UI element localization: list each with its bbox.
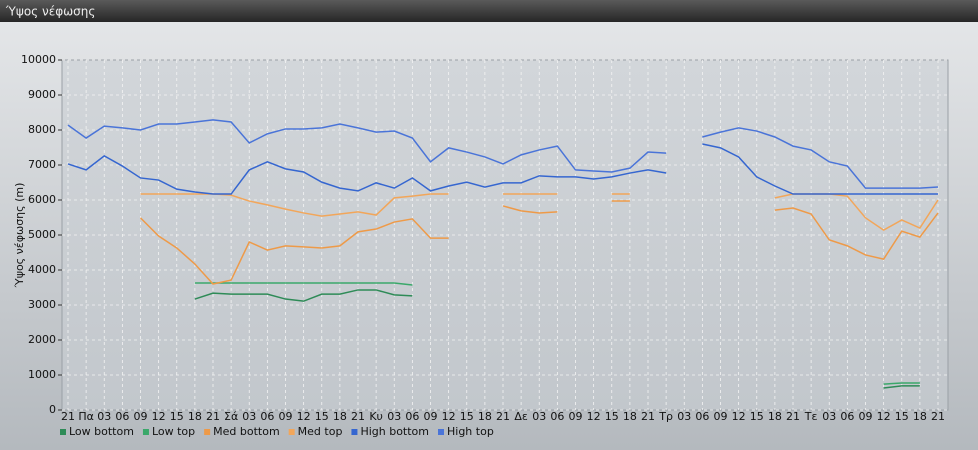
- x-tick-label: 06: [405, 410, 419, 423]
- x-tick-label: 18: [478, 410, 492, 423]
- x-tick-label: 12: [442, 410, 456, 423]
- x-tick-label: Πα: [78, 410, 94, 423]
- x-tick-label: 06: [550, 410, 564, 423]
- x-tick-label: 21: [496, 410, 510, 423]
- x-tick-label: 18: [913, 410, 927, 423]
- y-tick-label: 4000: [28, 263, 56, 276]
- x-tick-label: 12: [732, 410, 746, 423]
- y-tick-label: 3000: [28, 298, 56, 311]
- series-line: [194, 282, 920, 385]
- x-tick-label: 06: [840, 410, 854, 423]
- x-tick-label: 15: [895, 410, 909, 423]
- y-tick-label: 0: [49, 403, 56, 416]
- y-tick-label: 8000: [28, 123, 56, 136]
- x-tick-label: 15: [750, 410, 764, 423]
- x-tick-label: 03: [532, 410, 546, 423]
- grid: 0 1000 2000 3000 4000 5000 6000 7000 8000 9000 100…: [21, 53, 948, 423]
- y-axis-label: Ύψος νέφωσης (m): [13, 183, 26, 289]
- lines: [67, 119, 939, 389]
- legend-swatch: [351, 429, 358, 435]
- x-tick-label: 09: [134, 410, 148, 423]
- x-tick-label: 18: [333, 410, 347, 423]
- legend-swatch: [60, 429, 66, 435]
- legend-swatch: [204, 429, 211, 435]
- x-tick-label: 12: [152, 410, 166, 423]
- x-tick-label: 06: [695, 410, 709, 423]
- x-tick-label: 18: [623, 410, 637, 423]
- legend-swatch: [142, 429, 149, 435]
- x-tick-label: 03: [387, 410, 401, 423]
- legend-label: Med top: [298, 425, 343, 438]
- x-tick-label: 03: [677, 410, 691, 423]
- legend: Low bottom Low top Med bottom Med top High b…: [60, 425, 494, 438]
- x-tick-label: Τρ: [658, 410, 673, 423]
- x-tick-label: 09: [424, 410, 438, 423]
- x-tick-label: 18: [188, 410, 202, 423]
- x-tick-label: 21: [931, 410, 945, 423]
- x-tick-label: 09: [714, 410, 728, 423]
- legend-label: Low bottom: [69, 425, 134, 438]
- legend-swatch: [288, 429, 295, 435]
- y-tick-label: 9000: [28, 88, 56, 101]
- y-tick-label: 2000: [28, 333, 56, 346]
- x-tick-label: 21: [206, 410, 220, 423]
- x-tick-label: 12: [297, 410, 311, 423]
- x-tick-label: 03: [242, 410, 256, 423]
- x-tick-label: 03: [822, 410, 836, 423]
- series-line: [194, 289, 920, 389]
- x-tick-label: 09: [859, 410, 873, 423]
- x-tick-label: 18: [768, 410, 782, 423]
- window-title: Ύψος νέφωσης: [5, 5, 95, 19]
- title-bar: [0, 0, 978, 22]
- x-tick-label: 21: [786, 410, 800, 423]
- y-tick-label: 7000: [28, 158, 56, 171]
- x-tick-label: Τε: [804, 410, 818, 423]
- legend-label: High bottom: [360, 425, 429, 438]
- y-tick-label: 5000: [28, 228, 56, 241]
- legend-label: High top: [447, 425, 494, 438]
- x-tick-label: Κυ: [369, 410, 383, 423]
- x-tick-label: 21: [641, 410, 655, 423]
- x-tick-label: 21: [61, 410, 75, 423]
- x-tick-label: Σά: [224, 410, 238, 423]
- x-tick-label: 12: [877, 410, 891, 423]
- y-tick-label: 1000: [28, 368, 56, 381]
- series-line: [67, 143, 938, 195]
- y-tick-label: 6000: [28, 193, 56, 206]
- x-tick-label: 15: [315, 410, 329, 423]
- x-tick-label: 06: [260, 410, 274, 423]
- y-tick-label: 10000: [21, 53, 56, 66]
- x-tick-label: 15: [460, 410, 474, 423]
- legend-label: Low top: [152, 425, 195, 438]
- x-tick-label: Δε: [514, 410, 528, 423]
- x-tick-label: 15: [170, 410, 184, 423]
- x-tick-label: 15: [605, 410, 619, 423]
- x-tick-label: 21: [351, 410, 365, 423]
- x-tick-label: 12: [587, 410, 601, 423]
- series-line: [140, 193, 939, 231]
- series-line: [139, 200, 939, 285]
- x-tick-label: 06: [115, 410, 129, 423]
- legend-swatch: [438, 429, 444, 435]
- series-line: [67, 119, 939, 189]
- legend-label: Med bottom: [213, 425, 280, 438]
- x-tick-label: 09: [279, 410, 293, 423]
- x-tick-label: 03: [97, 410, 111, 423]
- x-tick-label: 09: [569, 410, 583, 423]
